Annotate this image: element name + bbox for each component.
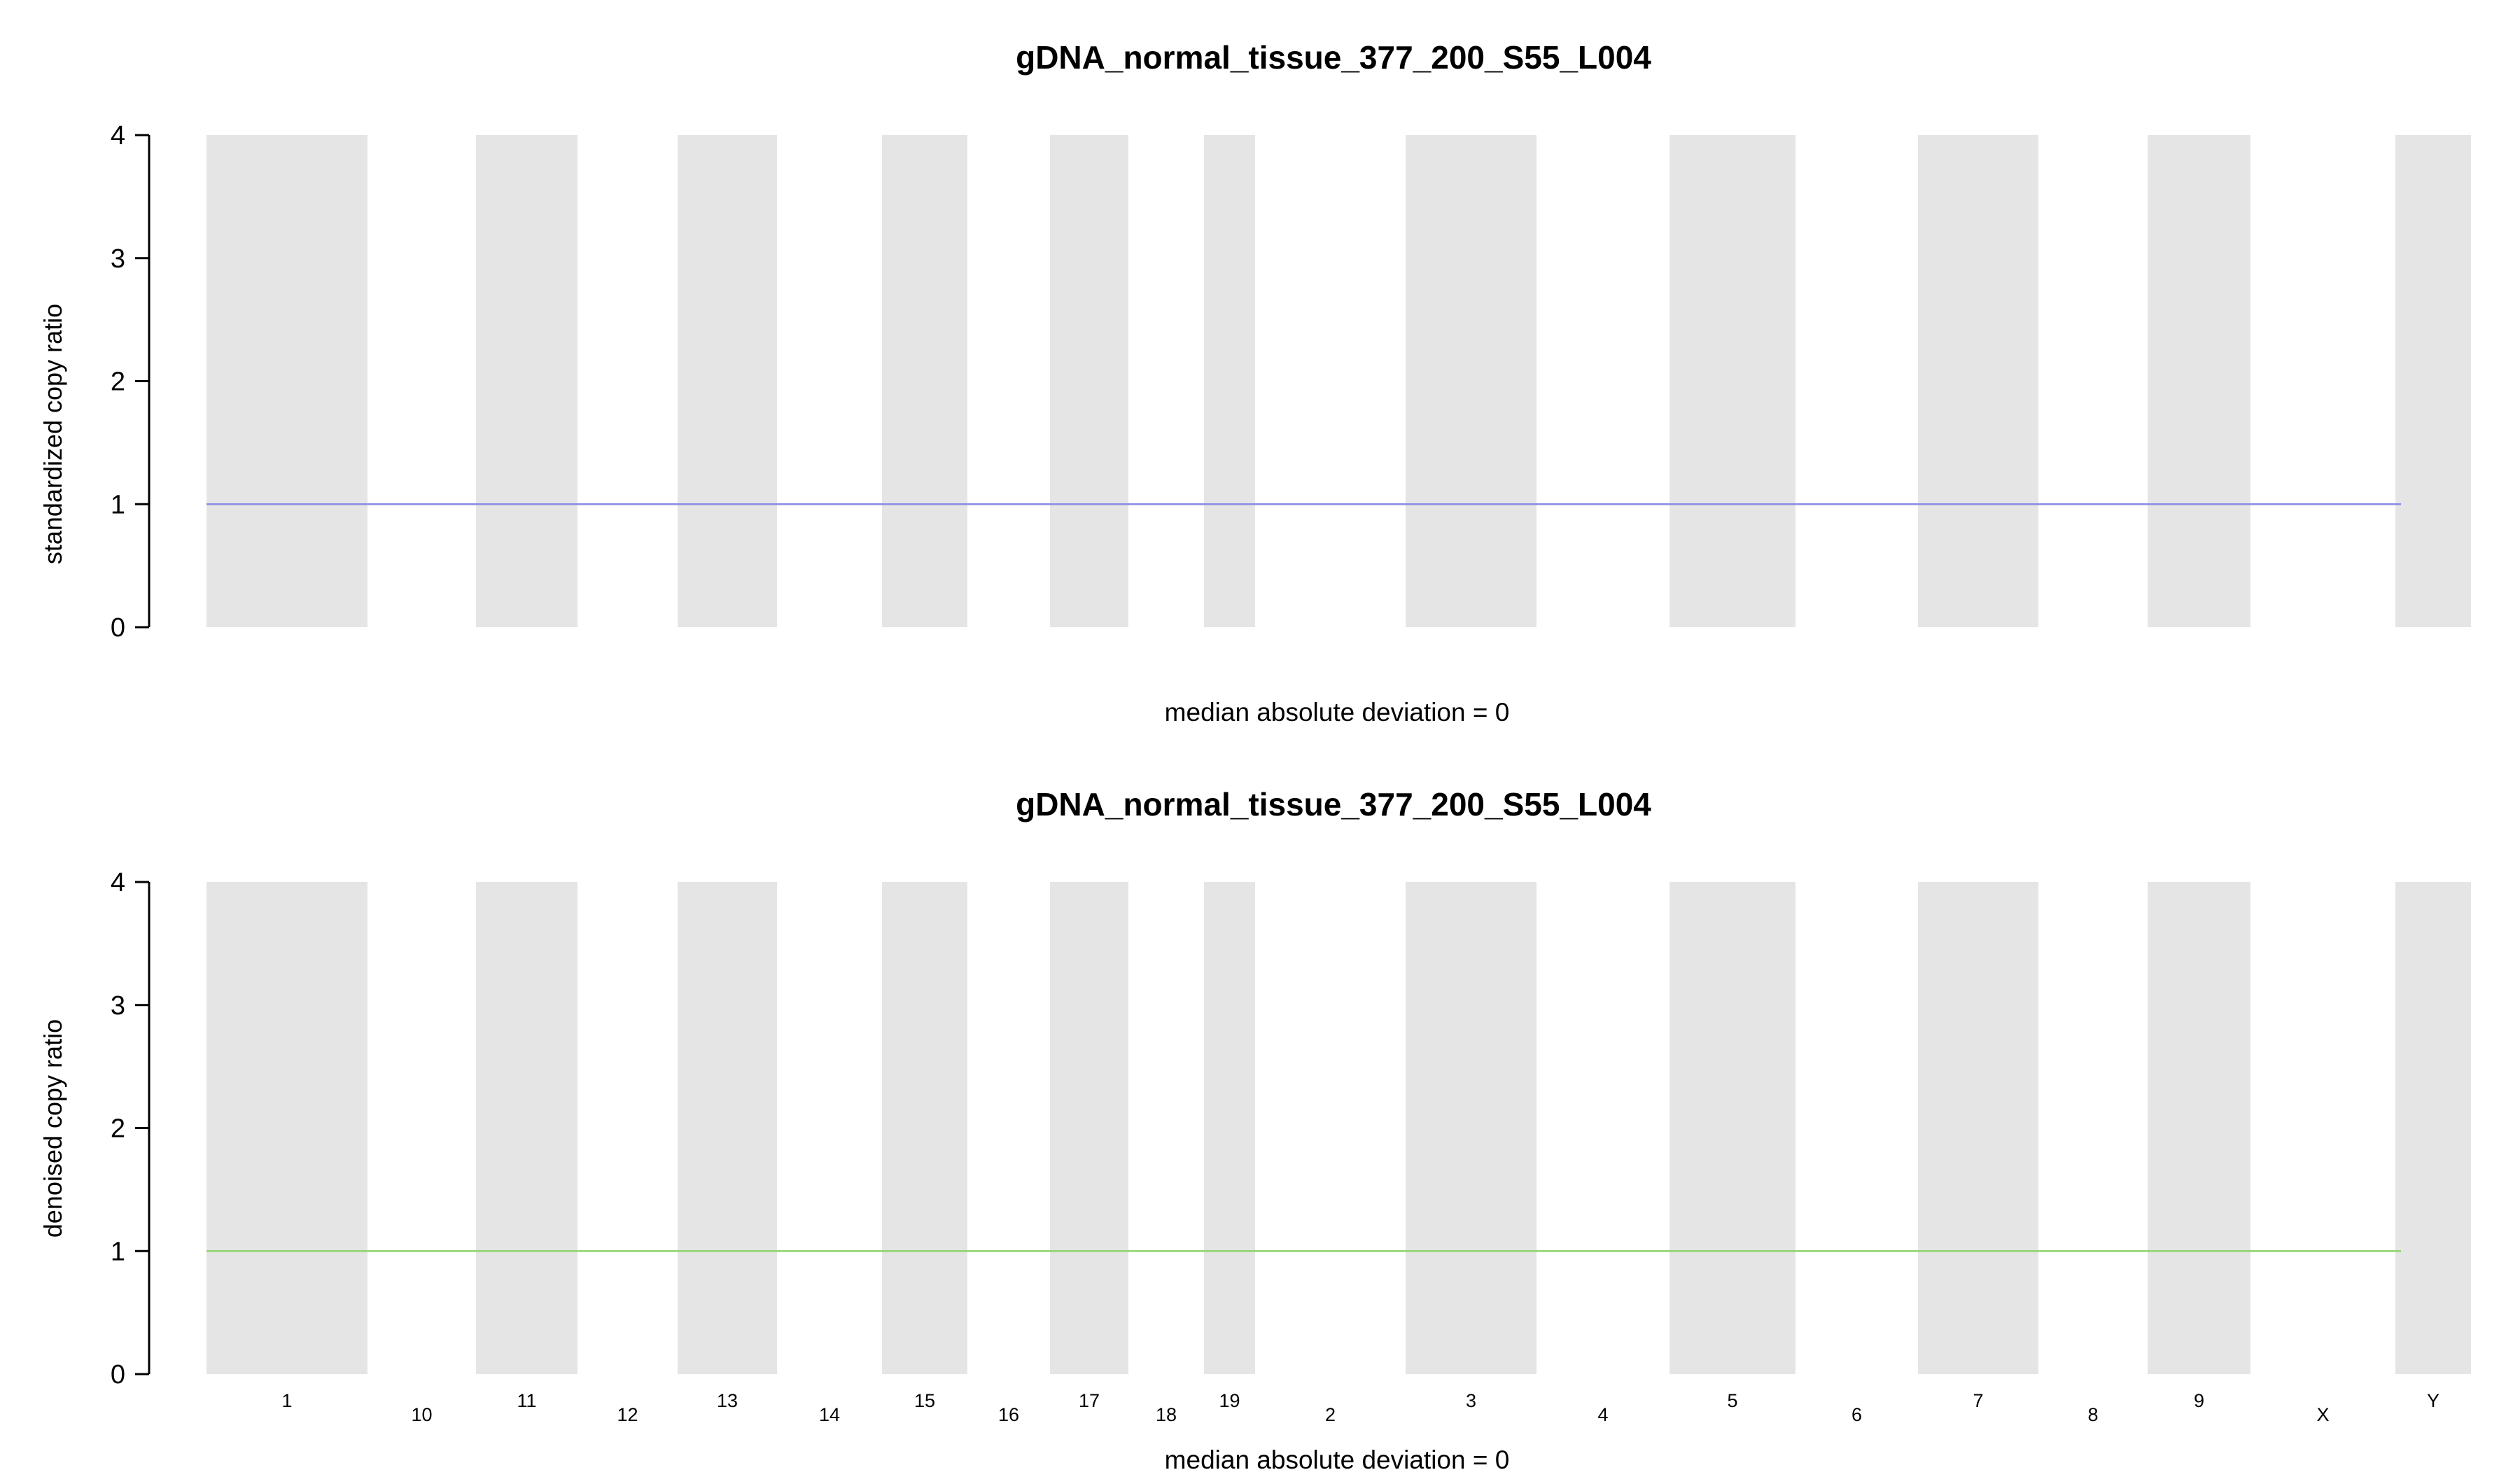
contig-band — [1204, 882, 1255, 1374]
contig-label: 19 — [1219, 1390, 1240, 1411]
contig-label: 10 — [411, 1404, 432, 1425]
y-tick-label: 3 — [111, 244, 125, 274]
contig-band — [1670, 135, 1795, 627]
contig-label: 2 — [1325, 1404, 1336, 1425]
contig-band — [1050, 882, 1128, 1374]
contig-band — [2395, 882, 2471, 1374]
contig-label: 6 — [1851, 1404, 1862, 1425]
contig-band — [476, 882, 578, 1374]
y-tick-label: 4 — [111, 868, 125, 897]
contig-band — [882, 135, 967, 627]
mad-caption: median absolute deviation = 0 — [1165, 698, 1510, 727]
y-axis-label: standardized copy ratio — [38, 304, 67, 564]
y-tick-label: 2 — [111, 1114, 125, 1144]
contig-label: 7 — [1973, 1390, 1983, 1411]
contig-band — [1050, 135, 1128, 627]
contig-label: 16 — [998, 1404, 1019, 1425]
contig-label: Y — [2427, 1390, 2440, 1411]
y-axis: 0 1 2 3 4 — [111, 121, 150, 643]
contig-band — [1204, 135, 1255, 627]
contig-band — [206, 135, 368, 627]
contig-label: 15 — [914, 1390, 935, 1411]
chart-title: gDNA_normal_tissue_377_200_S55_L004 — [1016, 39, 1651, 76]
y-tick-label: 1 — [111, 490, 125, 519]
contig-label: 11 — [517, 1390, 536, 1411]
contig-band — [882, 882, 967, 1374]
contig-band — [678, 135, 777, 627]
contig-bands — [206, 135, 2471, 627]
contig-band — [1406, 135, 1536, 627]
contig-label: 5 — [1727, 1390, 1737, 1411]
contig-label: 1 — [281, 1390, 292, 1411]
contig-band — [206, 882, 368, 1374]
contig-band — [1670, 882, 1795, 1374]
contig-band — [2148, 135, 2250, 627]
contig-bands — [206, 882, 2471, 1374]
contig-labels: 1 10 11 12 13 14 15 16 17 18 19 2 3 4 5 6 7 8 9 X Y — [281, 1390, 2440, 1425]
y-axis-label: denoised copy ratio — [38, 1019, 67, 1238]
contig-label: 18 — [1156, 1404, 1177, 1425]
contig-band — [1406, 882, 1536, 1374]
contig-label: 9 — [2194, 1390, 2204, 1411]
y-tick-label: 1 — [111, 1237, 125, 1266]
contig-label: 17 — [1079, 1390, 1100, 1411]
y-tick-label: 3 — [111, 991, 125, 1021]
contig-band — [1918, 882, 2038, 1374]
y-axis: 0 1 2 3 4 — [111, 868, 150, 1390]
y-tick-label: 4 — [111, 121, 125, 150]
mad-caption: median absolute deviation = 0 — [1165, 1446, 1510, 1470]
contig-label: 8 — [2087, 1404, 2098, 1425]
contig-label: 4 — [1597, 1404, 1608, 1425]
standardized-copy-ratio-panel: gDNA_normal_tissue_377_200_S55_L004 0 1 2 3… — [38, 39, 2471, 727]
contig-label: 14 — [819, 1404, 840, 1425]
contig-band — [2148, 882, 2250, 1374]
contig-band — [476, 135, 578, 627]
contig-band — [2395, 135, 2471, 627]
contig-label: X — [2316, 1404, 2329, 1425]
y-tick-label: 0 — [111, 1360, 125, 1390]
contig-label: 12 — [617, 1404, 638, 1425]
denoised-copy-ratio-panel: gDNA_normal_tissue_377_200_S55_L004 0123… — [38, 786, 2471, 1470]
y-tick-label: 0 — [111, 613, 125, 643]
y-tick-label: 2 — [111, 368, 125, 397]
chart-title: gDNA_normal_tissue_377_200_S55_L004 — [1016, 786, 1651, 822]
contig-band — [678, 882, 777, 1374]
contig-band — [1918, 135, 2038, 627]
contig-label: 13 — [717, 1390, 738, 1411]
contig-label: 3 — [1466, 1390, 1476, 1411]
